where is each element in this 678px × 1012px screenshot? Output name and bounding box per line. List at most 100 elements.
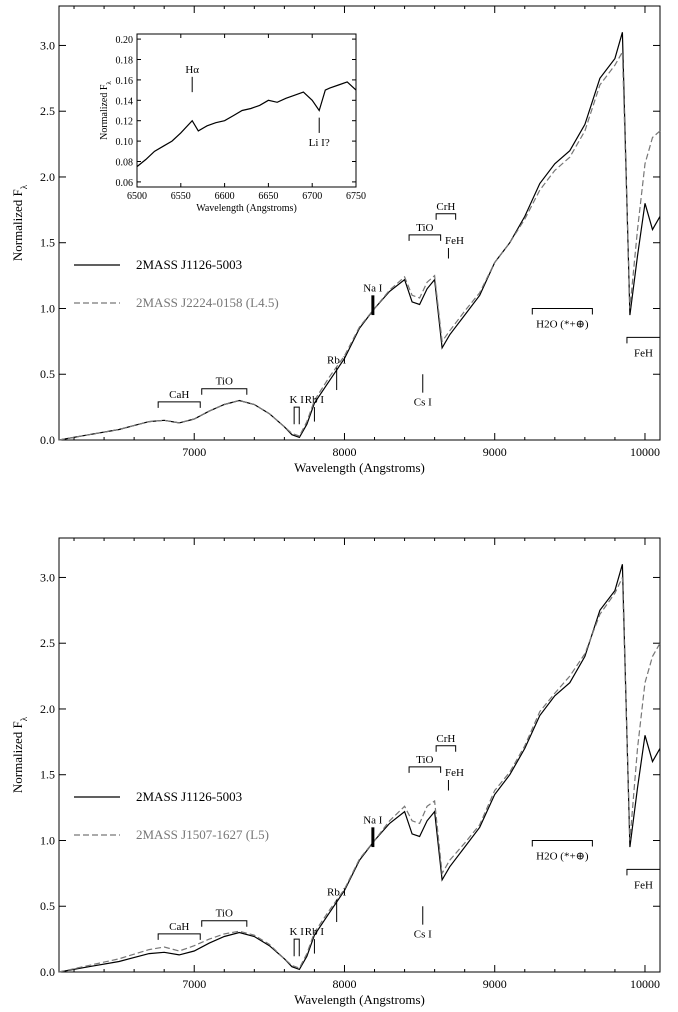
x-tick-label: 6550 [171,191,191,202]
plot-frame [58,5,661,441]
annotation-bracket [201,388,248,395]
y-tick-label: 0.12 [116,117,134,128]
annotation-label: CrH [436,201,455,213]
x-tick-label: 6750 [346,191,366,202]
annotation-label: TiO [416,754,433,766]
y-tick-label: 2.5 [40,104,55,118]
annotation-bracket [626,868,661,876]
annotation-label: FeH [634,347,653,359]
annotation-label: TiO [216,908,233,920]
y-tick-label: 1.5 [40,236,55,250]
inset-chart: 6500 6550 6600 6650 6700 6750 0.06 0.08 0.10 0.12… [99,33,366,214]
annotation-label: Rb I [305,926,325,938]
legend-entry: 2MASS J1507-1627 (L5) [136,827,269,842]
y-tick-label: 3.0 [40,38,55,52]
y-tick-label: 0.18 [116,56,134,67]
legend-entry: 2MASS J2224-0158 (L4.5) [136,295,279,310]
x-axis-label: Wavelength (Angstroms) [294,460,425,475]
annotation-label: Cs I [414,397,432,409]
y-axis-label-subscript: λ [105,81,113,85]
annotation-bracket [408,766,442,773]
x-tick-label: 9000 [483,445,507,459]
annotation-label: TiO [216,376,233,388]
x-tick-label: 8000 [332,445,356,459]
annotation-bracket [435,213,457,220]
y-axis-label-subscript: λ [19,184,29,189]
annotation-label: Cs I [414,929,432,941]
annotation-bracket [435,745,457,752]
y-tick-label: 0.0 [40,965,55,979]
annotation-label: H2O (*+⊕) [536,850,589,862]
y-tick-label: 0.06 [116,178,134,189]
x-axis-label: Wavelength (Angstroms) [196,203,297,214]
annotation-label: Rb I [305,394,325,406]
annotation-label: FeH [445,767,464,779]
y-tick-label: 2.0 [40,702,55,716]
y-tick-label: 2.5 [40,636,55,650]
y-tick-label: 1.5 [40,768,55,782]
y-tick-label: 0.5 [40,367,55,381]
annotation-label: FeH [634,879,653,891]
annotation-label: K I [290,394,305,406]
plot-frame [136,33,357,188]
inset-annotation-label: Li I? [309,137,330,149]
y-axis-label: Normalized Fλ [10,716,29,793]
annotation-tick [293,938,300,957]
x-tick-label: 7000 [182,977,206,991]
annotation-label: TiO [416,222,433,234]
inset-background [137,34,356,187]
inset-annotation-label: Hα [185,64,199,76]
y-tick-label: 1.0 [40,833,55,847]
x-tick-label: 6700 [302,191,322,202]
y-tick-label: 0.5 [40,899,55,913]
y-axis-label: Normalized Fλ [10,184,29,261]
annotation-label: CaH [169,921,189,933]
series-line-1 [58,49,661,441]
annotation-bracket [531,307,593,315]
x-tick-label: 9000 [483,977,507,991]
y-tick-label: 0.10 [116,137,134,148]
annotation-label: CrH [436,733,455,745]
y-axis-label-text: Normalized F [10,189,25,261]
x-tick-label: 6650 [258,191,278,202]
x-tick-label: 10000 [630,445,660,459]
series-line-0 [136,81,357,168]
y-axis-label-text: Normalized F [99,84,110,140]
x-tick-label: 8000 [332,977,356,991]
y-tick-label: 0.14 [116,96,134,107]
y-tick-label: 1.0 [40,301,55,315]
y-tick-label: 0.08 [116,158,134,169]
annotation-label: Rb I [327,887,347,899]
annotation-label: K I [290,926,305,938]
annotation-bracket [408,234,442,241]
annotation-label: Na I [363,282,383,294]
annotation-bracket [201,920,248,927]
y-tick-label: 0.0 [40,433,55,447]
y-axis-label: Normalized Fλ [99,81,113,140]
x-tick-label: 6500 [127,191,147,202]
x-tick-label: 10000 [630,977,660,991]
annotation-bracket [157,401,201,408]
series-line-0 [58,564,661,973]
annotation-label: H2O (*+⊕) [536,318,589,330]
x-tick-label: 6600 [215,191,235,202]
y-axis-label-subscript: λ [19,716,29,721]
annotation-label: CaH [169,389,189,401]
y-tick-label: 0.16 [116,76,134,87]
annotation-label: Na I [363,814,383,826]
annotation-bracket [531,839,593,847]
plot-frame [58,537,661,973]
legend-entry: 2MASS J1126-5003 [136,257,242,272]
x-tick-label: 7000 [182,445,206,459]
annotation-bracket [157,933,201,940]
x-axis-label: Wavelength (Angstroms) [294,992,425,1007]
panel-2: 7000 8000 9000 10000 0.0 0.5 1.0 1.5 2.0 2.5 3.0 Wa… [10,537,661,1007]
y-tick-label: 0.20 [116,35,134,46]
annotation-label: FeH [445,235,464,247]
y-tick-label: 2.0 [40,170,55,184]
y-axis-label-text: Normalized F [10,721,25,793]
series-line-1 [58,577,661,973]
y-tick-label: 3.0 [40,570,55,584]
annotation-bracket [626,336,661,344]
